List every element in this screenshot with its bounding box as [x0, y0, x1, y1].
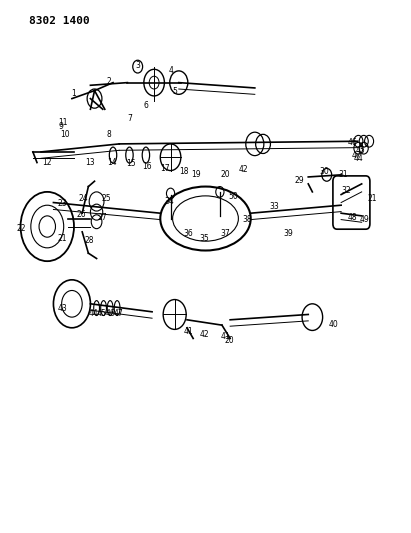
Text: 33: 33: [270, 203, 279, 211]
Text: 44: 44: [353, 155, 363, 163]
Text: 19: 19: [192, 170, 201, 179]
Text: 16: 16: [142, 162, 152, 171]
Text: 50: 50: [229, 192, 238, 200]
Text: 40: 40: [329, 320, 339, 328]
Text: 5: 5: [172, 87, 177, 96]
Text: 30: 30: [319, 167, 329, 176]
Text: 28: 28: [85, 237, 95, 245]
Text: 29: 29: [294, 176, 304, 184]
Text: 27: 27: [97, 213, 107, 222]
Text: 20: 20: [220, 170, 230, 179]
Text: 8: 8: [106, 130, 111, 139]
Text: 10: 10: [60, 130, 70, 139]
Text: 48: 48: [348, 213, 358, 222]
Text: 41: 41: [220, 333, 230, 341]
Text: 13: 13: [85, 158, 95, 167]
Text: 49: 49: [360, 215, 370, 224]
Text: 31: 31: [338, 171, 348, 179]
Text: 18: 18: [179, 167, 189, 176]
Text: 47: 47: [352, 151, 362, 160]
Text: 1: 1: [72, 89, 76, 98]
Text: 35: 35: [200, 235, 210, 243]
Text: 34: 34: [164, 197, 174, 206]
Text: 8302 1400: 8302 1400: [29, 16, 90, 26]
Text: 41: 41: [183, 327, 193, 336]
Text: 43: 43: [58, 304, 67, 312]
Text: 21: 21: [58, 235, 67, 243]
Text: 2: 2: [106, 77, 111, 85]
Text: 20: 20: [224, 336, 234, 344]
Text: 23: 23: [58, 199, 67, 208]
Text: 26: 26: [76, 210, 86, 219]
Text: 32: 32: [341, 187, 351, 195]
Text: 3: 3: [135, 61, 140, 69]
Text: 15: 15: [126, 159, 136, 168]
Text: 45: 45: [97, 309, 107, 318]
Text: 11: 11: [58, 118, 67, 127]
Text: 38: 38: [242, 215, 252, 224]
Text: 6: 6: [143, 101, 148, 110]
Text: 4: 4: [168, 66, 173, 75]
Text: 14: 14: [107, 158, 117, 167]
Text: 7: 7: [127, 114, 132, 123]
Text: 45: 45: [356, 146, 366, 155]
Text: 25: 25: [101, 194, 111, 203]
Text: 37: 37: [220, 229, 230, 238]
Text: 17: 17: [160, 165, 170, 173]
Text: 46: 46: [348, 139, 358, 147]
Text: 9: 9: [58, 123, 63, 131]
Text: 46: 46: [105, 309, 115, 318]
Text: 42: 42: [200, 330, 210, 339]
Text: 22: 22: [16, 224, 26, 232]
Text: 42: 42: [238, 165, 248, 174]
Text: 44: 44: [89, 309, 99, 318]
Text: 39: 39: [284, 229, 293, 238]
Text: 36: 36: [183, 229, 193, 238]
Text: 12: 12: [42, 158, 52, 167]
Text: 21: 21: [367, 194, 377, 203]
Text: 24: 24: [78, 194, 88, 203]
Text: 47: 47: [113, 309, 123, 318]
